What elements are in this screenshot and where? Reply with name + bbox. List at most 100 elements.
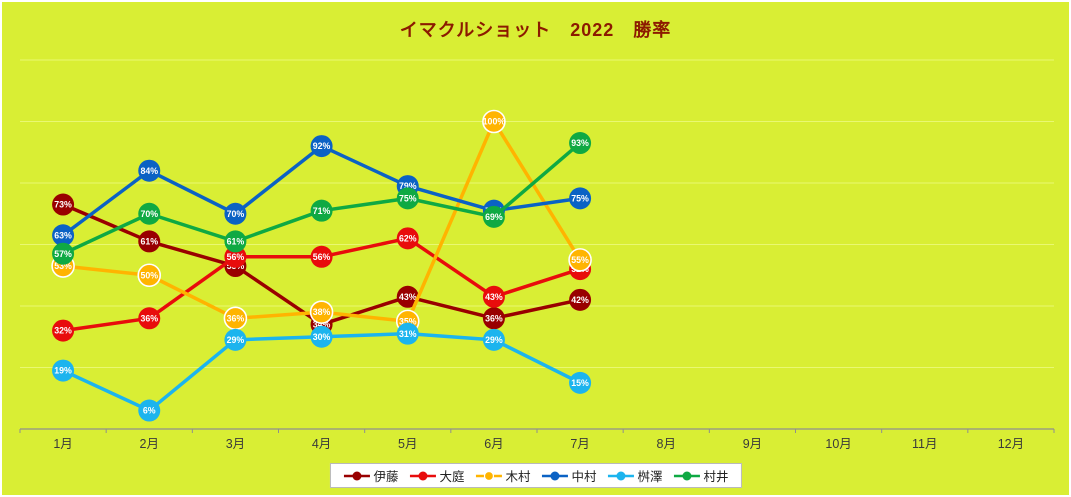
data-point-murai: 70%	[138, 202, 161, 225]
data-point-label: 50%	[140, 270, 158, 280]
data-point-marker	[138, 307, 161, 330]
legend-marker-oba	[409, 471, 436, 480]
data-point-label: 43%	[399, 292, 417, 302]
data-point-label: 70%	[227, 209, 245, 219]
data-point-marker	[309, 300, 334, 324]
data-point-marker	[310, 245, 333, 268]
data-point-ito: 73%	[52, 193, 75, 216]
x-axis-label: 12月	[998, 437, 1024, 451]
data-point-marker	[224, 328, 247, 351]
data-point-oba: 62%	[396, 227, 419, 250]
data-point-kimura: 50%	[137, 263, 162, 288]
data-point-label: 56%	[227, 252, 245, 262]
x-axis-label: 9月	[743, 437, 762, 451]
x-axis-label: 10月	[825, 437, 851, 451]
legend-label-ito: 伊藤	[373, 470, 399, 484]
data-point-label: 63%	[54, 230, 72, 240]
data-point-marker	[310, 199, 333, 222]
x-axis-label: 5月	[398, 437, 417, 451]
data-point-marker	[310, 135, 333, 158]
data-point-oba: 43%	[482, 285, 505, 308]
data-point-masuzawa: 30%	[310, 325, 333, 348]
data-point-label: 73%	[54, 200, 72, 210]
data-point-marker	[482, 109, 506, 134]
data-point-label: 32%	[54, 326, 72, 336]
data-point-ito: 42%	[569, 288, 592, 311]
data-point-ito: 43%	[396, 285, 419, 308]
legend-label-murai: 村井	[703, 470, 729, 484]
legend-label-kimura: 木村	[505, 470, 531, 484]
data-point-oba: 56%	[310, 245, 333, 268]
data-point-kimura: 100%	[482, 109, 506, 134]
data-point-oba: 56%	[224, 245, 247, 268]
data-point-marker	[138, 159, 161, 182]
x-axis-label: 3月	[226, 437, 245, 451]
data-point-label: 38%	[313, 307, 331, 317]
data-point-masuzawa: 6%	[138, 399, 161, 422]
data-point-murai: 57%	[52, 242, 75, 265]
data-point-label: 31%	[399, 329, 417, 339]
legend-item-nakamura: 中村	[541, 466, 597, 485]
data-point-marker	[482, 285, 505, 308]
data-point-label: 29%	[485, 335, 503, 345]
data-point-label: 43%	[485, 292, 503, 302]
data-point-label: 92%	[313, 141, 331, 151]
legend-label-nakamura: 中村	[571, 470, 597, 484]
data-point-masuzawa: 19%	[52, 359, 75, 382]
chart-title: イマクルショット 2022 勝率	[399, 20, 672, 40]
data-point-marker	[137, 263, 162, 288]
data-point-masuzawa: 31%	[396, 322, 419, 345]
legend: 伊藤 大庭 木村 中村 桝澤 村井	[329, 463, 742, 488]
data-point-label: 34%	[313, 320, 331, 330]
data-point-label: 36%	[485, 313, 503, 323]
legend-marker-ito	[343, 471, 370, 480]
data-point-label: 15%	[571, 378, 589, 388]
data-point-oba: 32%	[52, 319, 75, 342]
data-point-label: 56%	[313, 252, 331, 262]
data-point-marker	[569, 132, 592, 155]
data-point-kimura: 36%	[223, 306, 248, 331]
legend-marker-masuzawa	[607, 471, 634, 480]
data-point-label: 70%	[140, 209, 158, 219]
data-point-label: 71%	[313, 206, 331, 216]
data-point-label: 30%	[313, 332, 331, 342]
data-point-marker	[396, 227, 419, 250]
x-axis-label: 6月	[484, 437, 503, 451]
data-point-label: 61%	[227, 237, 245, 247]
data-point-marker	[396, 285, 419, 308]
legend-item-oba: 大庭	[408, 466, 464, 485]
data-point-marker	[224, 202, 247, 225]
data-point-marker	[569, 288, 592, 311]
x-axis-label: 2月	[140, 437, 159, 451]
data-point-label: 75%	[571, 193, 589, 203]
data-point-marker	[482, 328, 505, 351]
data-point-label: 84%	[140, 166, 158, 176]
data-point-marker	[52, 224, 75, 247]
data-point-label: 57%	[54, 249, 72, 259]
x-axis-label: 1月	[53, 437, 72, 451]
data-point-marker	[310, 325, 333, 348]
data-point-murai: 69%	[482, 205, 505, 228]
data-point-marker	[52, 359, 75, 382]
data-point-marker	[138, 399, 161, 422]
data-point-marker	[396, 187, 419, 210]
legend-item-kimura: 木村	[474, 466, 531, 485]
data-point-marker	[52, 193, 75, 216]
data-point-label: 69%	[485, 212, 503, 222]
data-point-marker	[569, 371, 592, 394]
legend-label-masuzawa: 桝澤	[637, 470, 663, 484]
data-point-marker	[482, 307, 505, 330]
data-point-label: 62%	[399, 233, 417, 243]
legend-marker-kimura	[475, 470, 502, 481]
data-point-oba: 36%	[138, 307, 161, 330]
data-point-masuzawa: 29%	[482, 328, 505, 351]
data-point-ito: 61%	[138, 230, 161, 253]
data-point-masuzawa: 29%	[224, 328, 247, 351]
data-point-murai: 93%	[569, 132, 592, 155]
data-point-murai: 71%	[310, 199, 333, 222]
data-point-label: 36%	[140, 313, 158, 323]
x-axis-label: 8月	[657, 437, 676, 451]
data-point-label: 100%	[483, 117, 506, 127]
data-point-label: 19%	[54, 366, 72, 376]
